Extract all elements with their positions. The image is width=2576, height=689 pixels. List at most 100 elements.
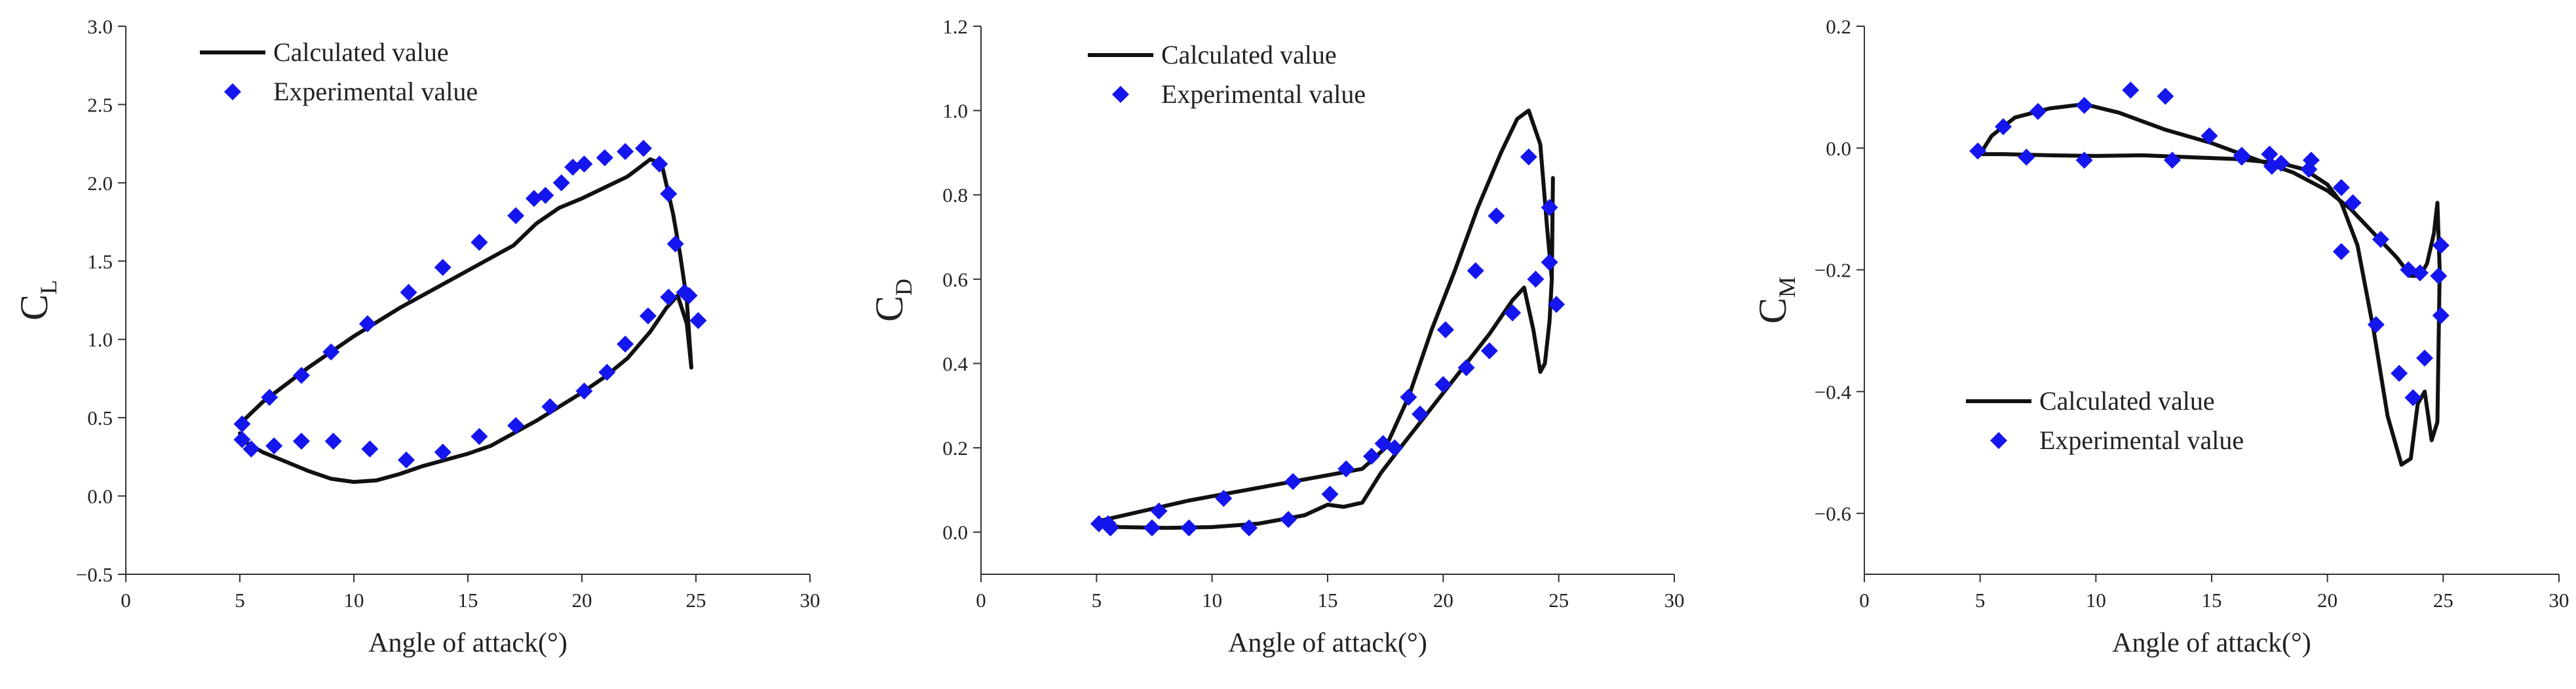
y-tick-label: 0.0 <box>1826 137 1851 160</box>
y-tick-label: 0.0 <box>942 521 968 544</box>
experimental-value-point <box>541 398 559 416</box>
legend-label: Experimental value <box>273 77 478 106</box>
y-axis-label-subscript: M <box>1774 277 1800 298</box>
x-tick-label: 10 <box>344 589 364 612</box>
experimental-value-point <box>265 437 283 455</box>
x-tick-label: 25 <box>686 589 706 612</box>
chart-panel-2: 0 5 10 15 20 25 30 0.0 0.2 0.4 0.6 0.8 1.0 1.2 Angle o… <box>868 15 1685 658</box>
y-tick-label: 0.8 <box>942 184 968 207</box>
x-axis-label: Angle of attack(°) <box>2112 628 2311 658</box>
x-tick-label: 20 <box>572 589 592 612</box>
experimental-value-point <box>1412 405 1429 423</box>
y-tick-label: 1.2 <box>942 15 968 38</box>
experimental-value-point <box>617 335 634 353</box>
experimental-value-point <box>1480 342 1498 360</box>
x-tick-label: 5 <box>235 589 245 612</box>
experimental-value-point <box>324 432 342 450</box>
experimental-value-point <box>361 440 379 458</box>
experimental-value-point <box>261 389 279 406</box>
y-tick-label: 0.6 <box>942 268 968 291</box>
experimental-value-point <box>1434 376 1452 393</box>
experimental-value-point <box>322 343 340 361</box>
x-tick-label: 15 <box>2202 589 2222 612</box>
y-tick-label: 2.0 <box>87 172 113 195</box>
experimental-value-point <box>398 451 415 469</box>
calculated-value-line <box>1094 108 1555 530</box>
experimental-value-point <box>1337 460 1355 478</box>
y-tick-label: 0.0 <box>87 485 113 508</box>
experimental-value-point <box>2332 243 2350 260</box>
experimental-value-point <box>2075 151 2093 169</box>
x-tick-label: 30 <box>2549 589 2569 612</box>
x-axis-label: Angle of attack(°) <box>1228 628 1427 658</box>
experimental-value-point <box>507 207 525 225</box>
experimental-value-point <box>617 143 634 161</box>
experimental-value-point <box>1527 270 1545 288</box>
y-axis-label: CL <box>12 280 62 321</box>
experimental-value-point <box>1995 118 2012 136</box>
calculated-value-line <box>238 157 693 484</box>
experimental-value-point <box>1099 515 1117 532</box>
experimental-value-point <box>1457 359 1475 376</box>
experimental-value-point <box>1240 519 1258 537</box>
experimental-value-point <box>689 312 707 330</box>
y-axis-label-subscript: D <box>891 279 917 296</box>
legend-marker-swatch <box>224 83 241 100</box>
legend: Calculated value Experimental value <box>1088 40 1366 109</box>
experimental-value-point <box>1374 435 1392 452</box>
experimental-value-point <box>537 186 554 204</box>
experimental-value-point <box>666 235 684 253</box>
y-axis-label: CD <box>868 279 917 322</box>
experimental-value-point <box>2300 161 2318 178</box>
experimental-value-point <box>1436 321 1454 339</box>
experimental-value-point <box>2029 103 2047 121</box>
experimental-value-point <box>358 315 376 332</box>
legend: Calculated value Experimental value <box>1966 386 2244 455</box>
experimental-value-point <box>233 415 251 433</box>
calculated-value-line <box>1978 102 2442 467</box>
experimental-value-point <box>471 233 488 251</box>
experimental-value-point <box>2075 96 2093 114</box>
experimental-value-point <box>2261 146 2278 163</box>
experimental-value-point <box>1488 207 1505 225</box>
chart-panel-3: 0 5 10 15 20 25 30 −0.6 −0.4 −0.2 0.0 0.2 Angle of a… <box>1751 15 2569 658</box>
legend: Calculated value Experimental value <box>200 37 478 106</box>
experimental-value-point <box>2400 261 2417 279</box>
x-tick-label: 10 <box>1202 589 1222 612</box>
experimental-value-point <box>1280 511 1298 528</box>
y-tick-label: −0.6 <box>1815 502 1851 525</box>
y-axis-label-main: C <box>1751 298 1794 324</box>
experimental-value-point <box>1363 447 1381 465</box>
experimental-value-point <box>292 432 310 450</box>
experimental-value-point <box>2122 81 2140 99</box>
experimental-value-point <box>660 288 678 306</box>
experimental-value-point <box>651 155 668 173</box>
y-axis-label-main: C <box>868 296 911 322</box>
x-tick-label: 25 <box>2433 589 2453 612</box>
experimental-value-point <box>1520 148 1537 166</box>
experimental-value-point <box>471 427 488 445</box>
y-tick-label: 0.2 <box>942 437 968 460</box>
x-tick-label: 0 <box>976 589 986 612</box>
x-axis-label: Angle of attack(°) <box>368 628 567 658</box>
experimental-value-point <box>1150 502 1168 520</box>
experimental-value-point <box>680 286 698 304</box>
experimental-value-point <box>660 185 678 203</box>
experimental-value-point <box>575 382 593 400</box>
experimental-value-point <box>1284 473 1302 490</box>
experimental-value-point <box>2416 349 2434 367</box>
experimental-value-point <box>1548 296 1566 313</box>
experimental-value-point <box>2404 389 2422 406</box>
y-axis-label-main: C <box>12 294 56 321</box>
x-tick-label: 5 <box>1975 589 1986 612</box>
experimental-value-point <box>2432 307 2450 325</box>
legend-label: Calculated value <box>2039 386 2215 416</box>
experimental-value-point <box>552 174 570 191</box>
experimental-value-point <box>507 417 525 435</box>
y-tick-label: 0.5 <box>87 406 113 429</box>
x-tick-label: 20 <box>1433 589 1453 612</box>
experimental-value-point <box>1321 485 1339 503</box>
x-tick-label: 0 <box>121 589 131 612</box>
y-tick-label: 1.0 <box>942 100 968 123</box>
experimental-value-point <box>634 140 652 157</box>
